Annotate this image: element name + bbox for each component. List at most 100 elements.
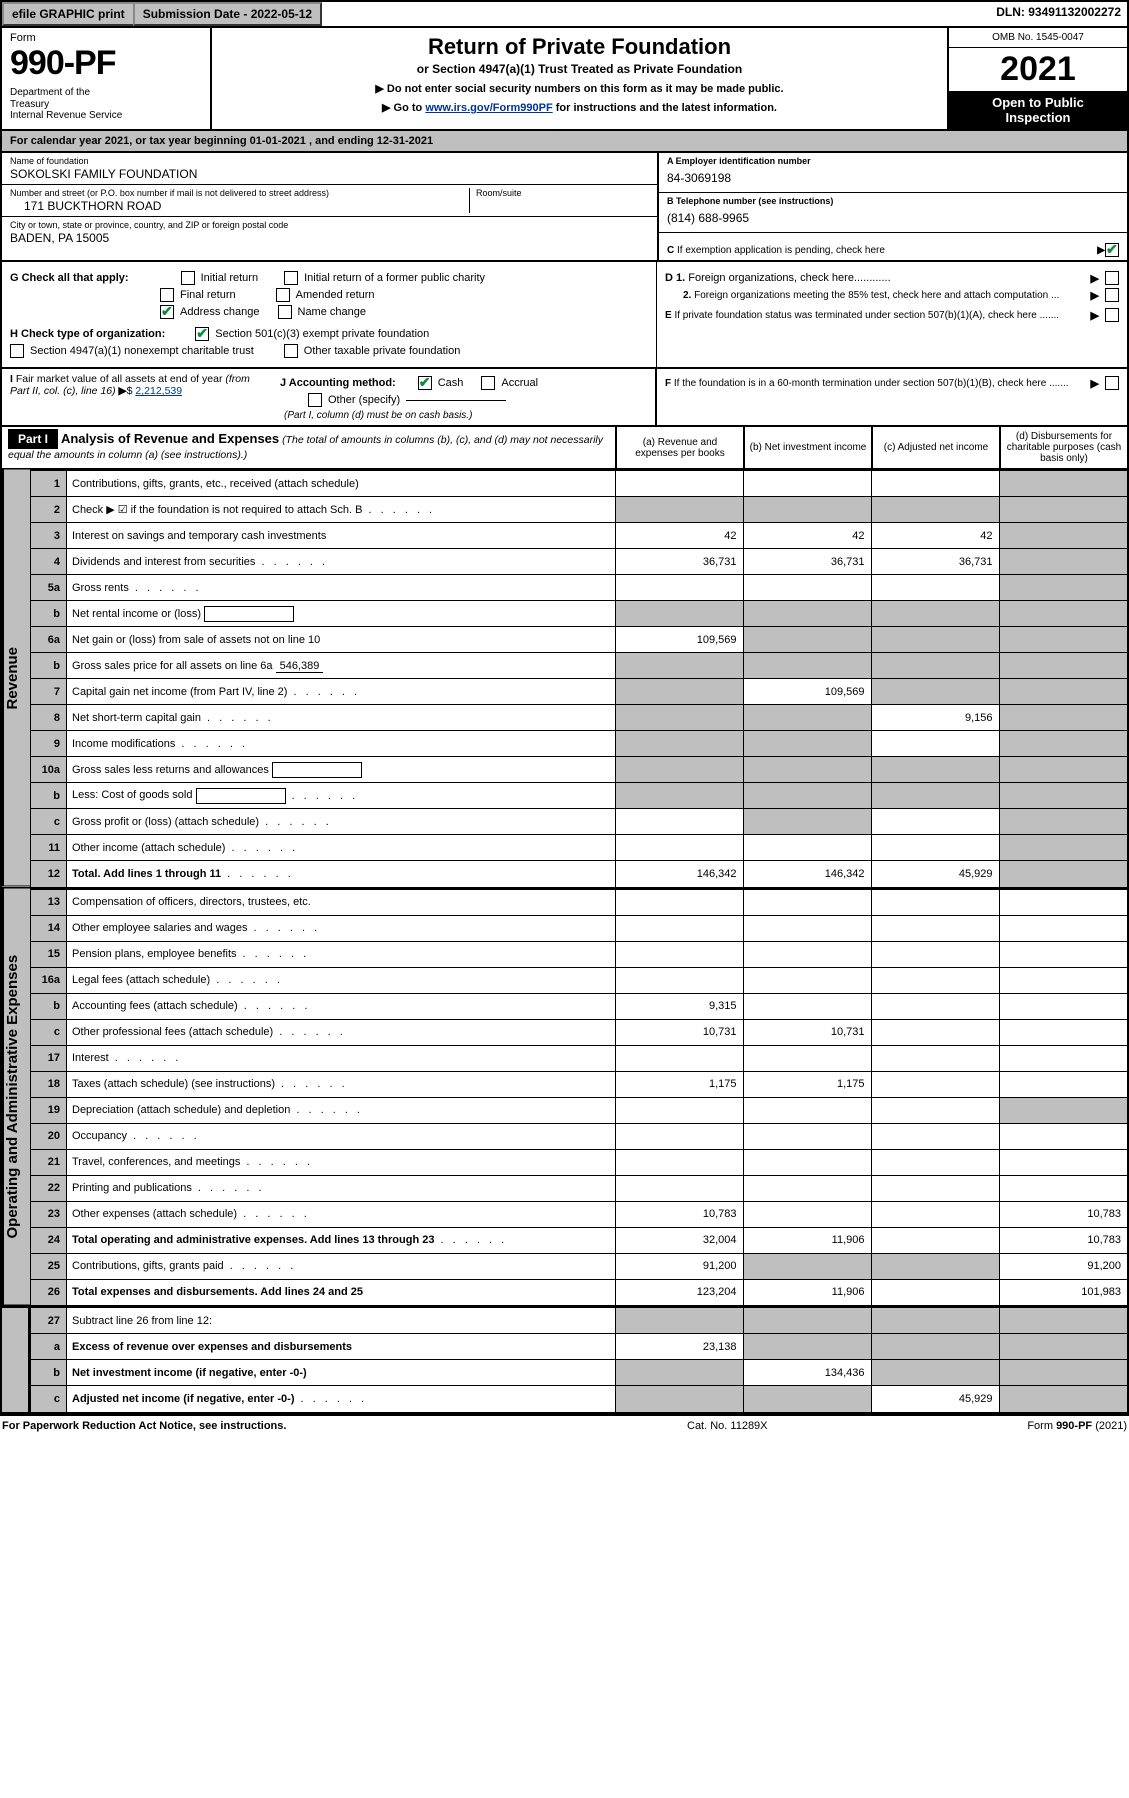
col-c-value — [871, 1279, 999, 1305]
table-row: 1Contributions, gifts, grants, etc., rec… — [31, 471, 1128, 497]
j-other: Other (specify) — [328, 394, 400, 406]
chk-address-change[interactable] — [160, 305, 174, 319]
line-number: 25 — [31, 1253, 67, 1279]
c-checkbox[interactable] — [1105, 243, 1119, 257]
col-d-value: 101,983 — [999, 1279, 1127, 1305]
chk-accrual[interactable] — [481, 376, 495, 390]
chk-initial-return[interactable] — [181, 271, 195, 285]
col-b-value — [743, 757, 871, 783]
chk-d2[interactable] — [1105, 288, 1119, 302]
line-number: 24 — [31, 1227, 67, 1253]
col-c-value — [871, 601, 999, 627]
col-c-value — [871, 471, 999, 497]
col-c-value — [871, 575, 999, 601]
col-d-value — [999, 1019, 1127, 1045]
expenses-label: Operating and Administrative Expenses — [2, 889, 30, 1306]
efile-button[interactable]: efile GRAPHIC print — [2, 2, 135, 26]
chk-final-return[interactable] — [160, 288, 174, 302]
chk-cash[interactable] — [418, 376, 432, 390]
col-a-value: 91,200 — [615, 1253, 743, 1279]
opt-501c3: Section 501(c)(3) exempt private foundat… — [215, 328, 429, 340]
chk-d1[interactable] — [1105, 271, 1119, 285]
col-b-value — [743, 1308, 871, 1334]
line-number: 13 — [31, 889, 67, 915]
col-a-value — [615, 967, 743, 993]
line-number: 12 — [31, 861, 67, 887]
line-desc: Pension plans, employee benefits . . . .… — [67, 941, 616, 967]
arrow-icon: ▶ — [1091, 289, 1099, 302]
col-c-value — [871, 835, 999, 861]
chk-other-method[interactable] — [308, 393, 322, 407]
line-number: 11 — [31, 835, 67, 861]
table-row: 10aGross sales less returns and allowanc… — [31, 757, 1128, 783]
tax-year: 2021 — [949, 48, 1127, 91]
col-a-value — [615, 705, 743, 731]
col-c-value: 45,929 — [871, 861, 999, 887]
f-block: F If the foundation is in a 60-month ter… — [657, 369, 1127, 425]
form-header: Form 990-PF Department of theTreasuryInt… — [2, 28, 1127, 131]
chk-other-taxable[interactable] — [284, 344, 298, 358]
city-value: BADEN, PA 15005 — [10, 231, 649, 245]
chk-initial-former[interactable] — [284, 271, 298, 285]
col-c-value — [871, 915, 999, 941]
col-d-value — [999, 731, 1127, 757]
col-b-value: 109,569 — [743, 679, 871, 705]
table-row: 12Total. Add lines 1 through 11 . . . . … — [31, 861, 1128, 887]
col-c-value — [871, 627, 999, 653]
table-row: 20Occupancy . . . . . . — [31, 1123, 1128, 1149]
col-b-value — [743, 993, 871, 1019]
table-row: 24Total operating and administrative exp… — [31, 1227, 1128, 1253]
col-b-value — [743, 1386, 871, 1412]
table-row: 13Compensation of officers, directors, t… — [31, 889, 1128, 915]
line-desc: Check ▶ ☑ if the foundation is not requi… — [67, 497, 616, 523]
col-c-value — [871, 1360, 999, 1386]
line-desc: Contributions, gifts, grants, etc., rece… — [67, 471, 616, 497]
col-a-value — [615, 889, 743, 915]
col-a-value — [615, 497, 743, 523]
chk-name-change[interactable] — [278, 305, 292, 319]
chk-501c3[interactable] — [195, 327, 209, 341]
chk-f[interactable] — [1105, 376, 1119, 390]
part1-header: Part I Analysis of Revenue and Expenses … — [2, 427, 1127, 470]
line-number: 10a — [31, 757, 67, 783]
col-b-value — [743, 1149, 871, 1175]
col-b-value — [743, 1334, 871, 1360]
irs-link[interactable]: www.irs.gov/Form990PF — [425, 102, 552, 114]
col-c-value — [871, 993, 999, 1019]
col-c-value — [871, 1201, 999, 1227]
line-desc: Capital gain net income (from Part IV, l… — [67, 679, 616, 705]
line-number: 19 — [31, 1097, 67, 1123]
line-number: b — [31, 783, 67, 809]
form-note-2: ▶ Go to www.irs.gov/Form990PF for instru… — [222, 101, 937, 114]
form-label: Form — [10, 32, 202, 44]
opt-amended: Amended return — [296, 289, 375, 301]
chk-e[interactable] — [1105, 308, 1119, 322]
col-b-value — [743, 1097, 871, 1123]
g-row-2: Final return Amended return — [10, 288, 648, 302]
col-d-value — [999, 497, 1127, 523]
col-b-value — [743, 627, 871, 653]
col-a-value — [615, 1123, 743, 1149]
ein-value: 84-3069198 — [667, 167, 1119, 189]
col-b-value: 134,436 — [743, 1360, 871, 1386]
col-d-value — [999, 523, 1127, 549]
line-desc: Other employee salaries and wages . . . … — [67, 915, 616, 941]
table-row: 7Capital gain net income (from Part IV, … — [31, 679, 1128, 705]
calendar-year-line: For calendar year 2021, or tax year begi… — [2, 131, 1127, 153]
line-number: b — [31, 653, 67, 679]
line-desc: Income modifications . . . . . . — [67, 731, 616, 757]
table-row: 11Other income (attach schedule) . . . .… — [31, 835, 1128, 861]
fmv-link[interactable]: 2,212,539 — [135, 385, 182, 397]
form-number: 990-PF — [10, 44, 202, 83]
col-c-value — [871, 1334, 999, 1360]
line-number: 18 — [31, 1071, 67, 1097]
col-a-value — [615, 941, 743, 967]
chk-4947[interactable] — [10, 344, 24, 358]
col-c-value — [871, 1253, 999, 1279]
line-desc: Less: Cost of goods sold . . . . . . — [67, 783, 616, 809]
address-label: Number and street (or P.O. box number if… — [10, 188, 469, 198]
table-row: 8Net short-term capital gain . . . . . .… — [31, 705, 1128, 731]
col-c-value — [871, 1149, 999, 1175]
line-number: 23 — [31, 1201, 67, 1227]
chk-amended[interactable] — [276, 288, 290, 302]
